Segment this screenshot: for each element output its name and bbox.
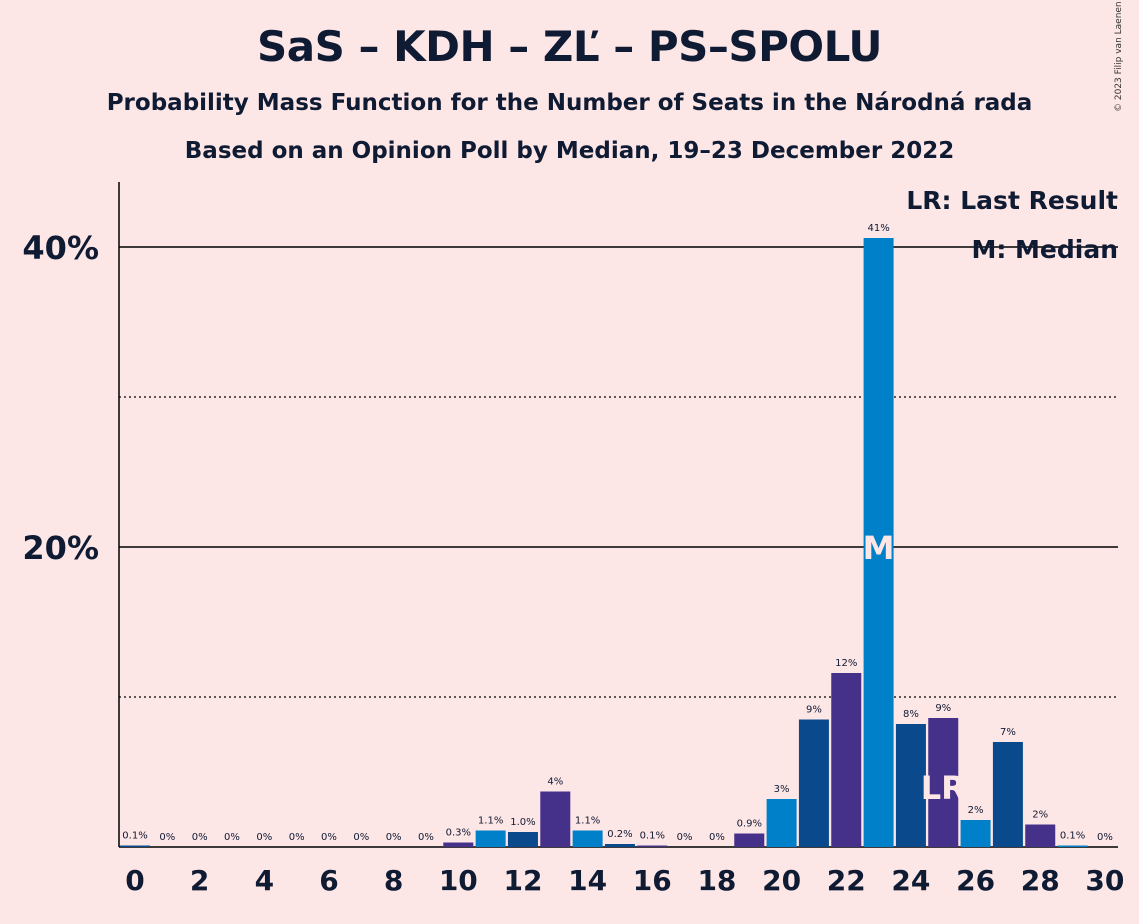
data-label-seats-3: 0%: [224, 832, 240, 843]
bar-seats-20: [766, 799, 797, 847]
data-label-seats-12: 1.0%: [510, 817, 535, 828]
x-tick-label: 26: [956, 864, 995, 897]
bar-seats-11: [475, 830, 506, 847]
x-tick-label: 8: [384, 864, 403, 897]
data-label-seats-20: 3%: [774, 784, 790, 795]
bar-seats-22: [831, 673, 862, 847]
data-label-seats-8: 0%: [386, 832, 402, 843]
data-label-seats-30: 0%: [1097, 832, 1113, 843]
x-tick-label: 2: [190, 864, 209, 897]
x-tick-label: 18: [697, 864, 736, 897]
data-label-seats-24: 8%: [903, 709, 919, 720]
x-tick-label: 0: [125, 864, 144, 897]
bar-seats-25: [928, 718, 959, 847]
bar-seats-27: [992, 742, 1023, 847]
data-label-seats-5: 0%: [289, 832, 305, 843]
bar-seats-13: [540, 791, 571, 847]
bar-seats-26: [960, 820, 991, 847]
data-label-seats-0: 0.1%: [122, 831, 147, 842]
chart-title: SaS – KDH – ZĽ – PS–SPOLU: [257, 22, 883, 71]
data-label-seats-28: 2%: [1032, 810, 1048, 821]
data-label-seats-26: 2%: [968, 805, 984, 816]
legend-median: M: Median: [971, 235, 1118, 264]
data-label-seats-29: 0.1%: [1060, 831, 1085, 842]
x-tick-label: 6: [319, 864, 338, 897]
x-tick-label: 22: [827, 864, 866, 897]
x-tick-label: 30: [1085, 864, 1124, 897]
chart-subtitle-poll: Based on an Opinion Poll by Median, 19–2…: [184, 138, 955, 164]
data-label-seats-25: 9%: [935, 703, 951, 714]
y-tick-label: 40%: [22, 229, 99, 267]
data-label-seats-1: 0%: [159, 832, 175, 843]
legend-last-result: LR: Last Result: [906, 186, 1118, 215]
bar-seats-23: [863, 238, 894, 847]
x-tick-label: 20: [762, 864, 801, 897]
data-label-seats-7: 0%: [353, 832, 369, 843]
data-label-seats-22: 12%: [835, 658, 857, 669]
chart-subtitle: Probability Mass Function for the Number…: [106, 90, 1033, 116]
x-tick-label: 12: [503, 864, 542, 897]
last-result-marker: LR: [921, 769, 966, 807]
x-tick-label: 10: [439, 864, 478, 897]
x-tick-label: 24: [891, 864, 930, 897]
data-label-seats-6: 0%: [321, 832, 337, 843]
x-tick-label: 14: [568, 864, 607, 897]
data-label-seats-19: 0.9%: [737, 819, 762, 830]
data-label-seats-4: 0%: [256, 832, 272, 843]
bar-seats-24: [895, 724, 926, 847]
bar-seats-15: [604, 844, 635, 847]
bar-seats-14: [572, 830, 603, 847]
bar-seats-21: [798, 719, 829, 847]
bar-seats-10: [443, 842, 474, 847]
x-tick-label: 16: [633, 864, 672, 897]
data-label-seats-27: 7%: [1000, 727, 1016, 738]
data-label-seats-11: 1.1%: [478, 816, 503, 827]
bar-seats-16: [637, 845, 668, 847]
data-label-seats-18: 0%: [709, 832, 725, 843]
bar-seats-12: [507, 832, 538, 847]
data-label-seats-10: 0.3%: [446, 828, 471, 839]
data-label-seats-13: 4%: [547, 777, 563, 788]
median-marker: M: [863, 529, 895, 567]
bar-seats-29: [1057, 845, 1088, 847]
bar-seats-0: [120, 845, 150, 847]
data-label-seats-23: 41%: [867, 223, 889, 234]
bar-seats-28: [1025, 824, 1056, 847]
data-label-seats-9: 0%: [418, 832, 434, 843]
data-label-seats-2: 0%: [192, 832, 208, 843]
y-tick-label: 20%: [22, 529, 99, 567]
bar-seats-19: [734, 833, 765, 847]
data-label-seats-17: 0%: [677, 832, 693, 843]
data-label-seats-16: 0.1%: [640, 831, 665, 842]
data-label-seats-15: 0.2%: [607, 829, 632, 840]
data-label-seats-21: 9%: [806, 705, 822, 716]
x-tick-label: 4: [255, 864, 274, 897]
x-tick-label: 28: [1021, 864, 1060, 897]
data-label-seats-14: 1.1%: [575, 816, 600, 827]
